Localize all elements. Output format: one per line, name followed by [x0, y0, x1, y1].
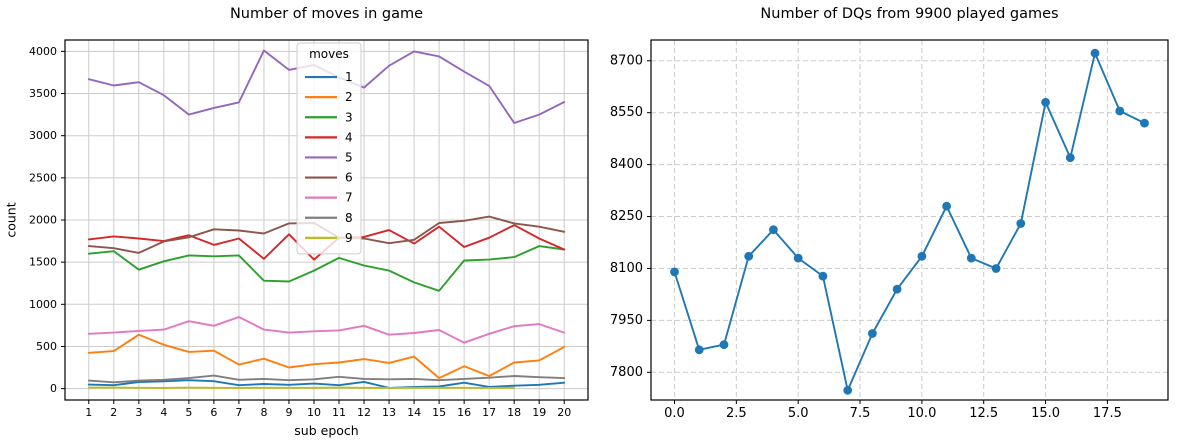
legend-entry-label: 1 — [345, 70, 353, 84]
x-tick-label: 12.5 — [969, 406, 998, 421]
x-tick-label: 7.5 — [850, 406, 871, 421]
data-point-marker — [719, 340, 729, 349]
legend-box — [296, 42, 362, 255]
data-point-marker — [1065, 153, 1075, 163]
legend-entry-label: 3 — [345, 110, 353, 124]
x-tick-label: 10.0 — [907, 406, 936, 421]
data-point-marker — [1140, 118, 1149, 128]
data-point-marker — [1041, 97, 1050, 107]
y-tick-label: 4000 — [29, 45, 57, 58]
data-point-marker — [670, 267, 679, 277]
x-tick-label: 15.0 — [1031, 406, 1060, 421]
data-point-marker — [966, 253, 976, 263]
legend-entry-label: 2 — [345, 90, 353, 104]
data-point-marker — [991, 264, 1001, 273]
data-point-marker — [793, 253, 803, 263]
data-point-marker — [892, 284, 902, 294]
x-tick-label: 13 — [382, 406, 396, 419]
y-tick-label: 2500 — [29, 171, 57, 184]
data-point-marker — [1016, 219, 1026, 228]
x-tick-label: 4 — [160, 406, 167, 419]
plot-border — [650, 39, 1169, 401]
x-tick-label: 12 — [357, 406, 371, 419]
dqs-chart-canvas: 0.0 2.5 5.0 7.5 10.0 12.5 15.0 17.5 7800 7950 8100… — [610, 39, 1169, 421]
y-tick-label: 7800 — [610, 365, 643, 380]
series-line-2 — [87, 333, 566, 380]
legend-entry-label: 9 — [345, 231, 353, 245]
data-point-marker — [694, 345, 704, 355]
x-tick-label: 3 — [135, 406, 142, 419]
series-line-8 — [87, 374, 566, 384]
x-tick-label: 2.5 — [726, 406, 747, 421]
x-tick-label: 8 — [260, 406, 267, 419]
x-tick-label: 14 — [407, 406, 421, 419]
legend-entry-label: 4 — [345, 130, 353, 144]
x-tick-label: 17.5 — [1093, 406, 1122, 421]
legend-title: moves — [309, 47, 349, 61]
series-line-7 — [87, 316, 566, 344]
x-tick-label: 5.0 — [788, 406, 809, 421]
x-tick-label: 6 — [210, 406, 217, 419]
x-tick-label: 0.0 — [664, 406, 685, 421]
x-tick-label: 9 — [285, 406, 292, 419]
series-line-1 — [87, 379, 566, 389]
series-line-3 — [87, 245, 566, 292]
series-line-DQs — [673, 52, 1146, 392]
y-tick-label: 7950 — [610, 313, 643, 328]
x-tick-label: 10 — [307, 406, 321, 419]
y-tick-label: 8550 — [610, 105, 643, 120]
y-tick-label: 0 — [50, 382, 57, 395]
moves-chart-canvas: 1 2 3 4 5 6 7 8 9 10 11 12 13 14 15 16 17 18 19 20050010001… — [29, 39, 589, 419]
x-tick-label: 16 — [457, 406, 471, 419]
x-tick-label: 17 — [482, 406, 496, 419]
y-tick-label: 8100 — [610, 261, 643, 276]
y-tick-label: 500 — [36, 340, 57, 353]
x-tick-label: 11 — [332, 406, 346, 419]
x-tick-label: 20 — [557, 406, 571, 419]
legend-entry-label: 7 — [345, 191, 353, 205]
x-tick-label: 7 — [235, 406, 242, 419]
y-tick-label: 1000 — [29, 298, 57, 311]
legend-entry-label: 5 — [345, 150, 353, 164]
x-tick-label: 1 — [85, 406, 92, 419]
x-tick-label: 19 — [532, 406, 546, 419]
x-tick-label: 5 — [185, 406, 192, 419]
dqs-chart-title: Number of DQs from 9900 played games — [760, 6, 1059, 22]
y-tick-label: 3000 — [29, 129, 57, 142]
y-tick-label: 2000 — [29, 214, 57, 227]
y-tick-label: 8400 — [610, 157, 643, 172]
x-tick-label: 18 — [507, 406, 521, 419]
x-tick-label: 2 — [110, 406, 117, 419]
data-point-marker — [818, 271, 828, 281]
y-tick-label: 3500 — [29, 87, 57, 100]
data-point-marker — [1115, 106, 1125, 116]
data-point-marker — [868, 329, 877, 338]
y-tick-label: 8250 — [610, 209, 643, 224]
data-point-marker — [769, 225, 778, 235]
x-tick-label: 15 — [432, 406, 446, 419]
moves-chart-title: Number of moves in game — [229, 6, 424, 22]
data-point-marker — [942, 201, 951, 211]
legend-entry-label: 6 — [345, 171, 353, 185]
data-point-marker — [917, 251, 927, 261]
y-tick-label: 8700 — [610, 53, 643, 68]
moves-x-axis-label: sub epoch — [294, 423, 359, 438]
data-point-marker — [843, 385, 853, 395]
y-tick-label: 1500 — [29, 256, 57, 269]
legend-entry-label: 8 — [345, 211, 353, 225]
data-point-marker — [744, 251, 754, 261]
data-point-marker — [1090, 48, 1100, 58]
